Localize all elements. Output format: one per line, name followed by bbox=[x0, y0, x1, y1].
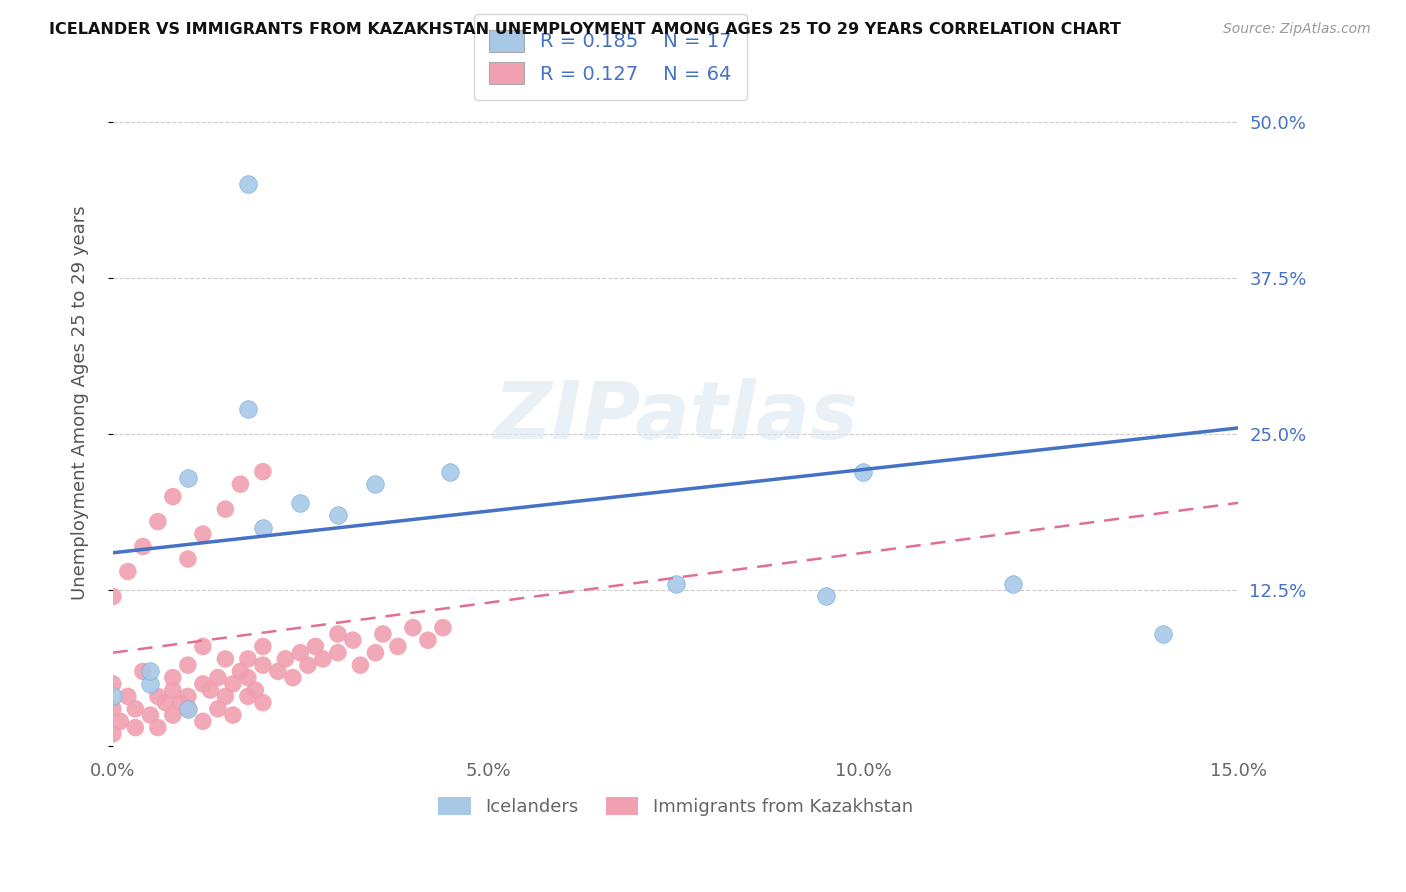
Point bbox=[177, 658, 200, 673]
Point bbox=[326, 627, 349, 641]
Point bbox=[236, 671, 259, 685]
Point bbox=[342, 633, 364, 648]
Point bbox=[101, 590, 124, 604]
Point bbox=[191, 640, 214, 654]
Point bbox=[162, 671, 184, 685]
Point bbox=[200, 683, 222, 698]
Point bbox=[349, 658, 371, 673]
Point bbox=[326, 508, 349, 523]
Point bbox=[139, 708, 162, 723]
Point bbox=[207, 702, 229, 716]
Point bbox=[852, 465, 875, 479]
Point bbox=[312, 652, 335, 666]
Point bbox=[162, 683, 184, 698]
Point bbox=[229, 477, 252, 491]
Point bbox=[132, 665, 155, 679]
Point bbox=[139, 677, 162, 691]
Point bbox=[387, 640, 409, 654]
Y-axis label: Unemployment Among Ages 25 to 29 years: Unemployment Among Ages 25 to 29 years bbox=[72, 206, 89, 600]
Point bbox=[252, 640, 274, 654]
Point bbox=[162, 490, 184, 504]
Point bbox=[304, 640, 326, 654]
Point bbox=[281, 671, 304, 685]
Point bbox=[274, 652, 297, 666]
Point bbox=[169, 696, 191, 710]
Point bbox=[1002, 577, 1025, 591]
Point bbox=[191, 714, 214, 729]
Point bbox=[101, 690, 124, 704]
Point bbox=[162, 708, 184, 723]
Point bbox=[236, 690, 259, 704]
Text: ZIPatlas: ZIPatlas bbox=[494, 377, 858, 456]
Point bbox=[191, 677, 214, 691]
Point bbox=[371, 627, 394, 641]
Point bbox=[402, 621, 425, 635]
Point bbox=[110, 714, 132, 729]
Point bbox=[236, 178, 259, 192]
Point bbox=[207, 671, 229, 685]
Point bbox=[124, 721, 146, 735]
Point bbox=[252, 465, 274, 479]
Point bbox=[290, 646, 312, 660]
Point bbox=[245, 683, 267, 698]
Point bbox=[364, 477, 387, 491]
Point bbox=[439, 465, 461, 479]
Point bbox=[416, 633, 439, 648]
Point bbox=[252, 658, 274, 673]
Point bbox=[132, 540, 155, 554]
Text: Source: ZipAtlas.com: Source: ZipAtlas.com bbox=[1223, 22, 1371, 37]
Point bbox=[252, 521, 274, 535]
Point bbox=[236, 652, 259, 666]
Point bbox=[236, 402, 259, 417]
Point bbox=[146, 721, 169, 735]
Point bbox=[432, 621, 454, 635]
Point bbox=[155, 696, 177, 710]
Legend: Icelanders, Immigrants from Kazakhstan: Icelanders, Immigrants from Kazakhstan bbox=[432, 789, 920, 823]
Point bbox=[214, 652, 236, 666]
Point bbox=[146, 515, 169, 529]
Point bbox=[214, 690, 236, 704]
Point bbox=[229, 665, 252, 679]
Point bbox=[191, 527, 214, 541]
Point bbox=[252, 696, 274, 710]
Point bbox=[177, 552, 200, 566]
Point bbox=[101, 677, 124, 691]
Point bbox=[214, 502, 236, 516]
Point bbox=[290, 496, 312, 510]
Point bbox=[267, 665, 290, 679]
Point bbox=[124, 702, 146, 716]
Point bbox=[177, 702, 200, 716]
Text: ICELANDER VS IMMIGRANTS FROM KAZAKHSTAN UNEMPLOYMENT AMONG AGES 25 TO 29 YEARS C: ICELANDER VS IMMIGRANTS FROM KAZAKHSTAN … bbox=[49, 22, 1121, 37]
Point bbox=[177, 690, 200, 704]
Point bbox=[101, 727, 124, 741]
Point bbox=[326, 646, 349, 660]
Point bbox=[117, 565, 139, 579]
Point bbox=[177, 471, 200, 485]
Point bbox=[297, 658, 319, 673]
Point bbox=[1152, 627, 1174, 641]
Point bbox=[117, 690, 139, 704]
Point bbox=[664, 577, 686, 591]
Point bbox=[814, 590, 837, 604]
Point bbox=[177, 702, 200, 716]
Point bbox=[146, 690, 169, 704]
Point bbox=[364, 646, 387, 660]
Point bbox=[139, 665, 162, 679]
Point bbox=[101, 702, 124, 716]
Point bbox=[222, 677, 245, 691]
Point bbox=[222, 708, 245, 723]
